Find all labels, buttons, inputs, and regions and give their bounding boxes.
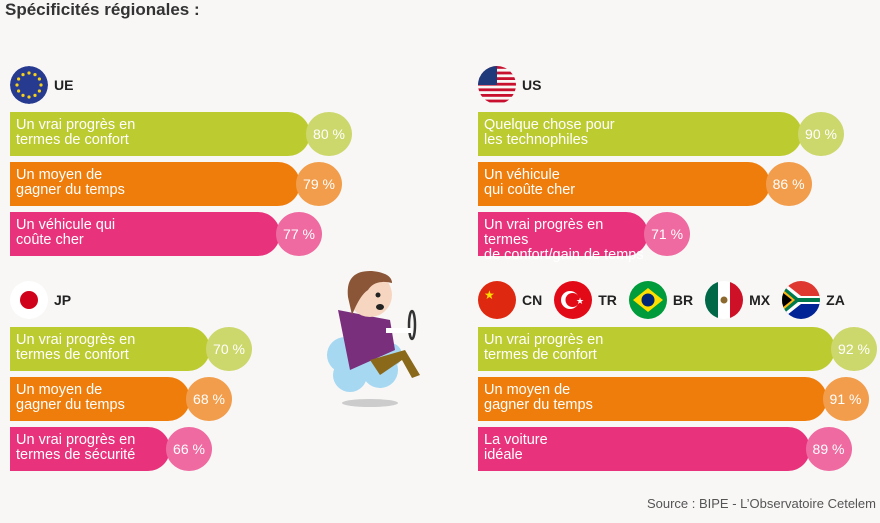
panel-us: US Quelque chose pour les technophiles 90 … [478, 64, 880, 263]
svg-text:★: ★ [484, 288, 495, 302]
value-label: 92 % [831, 327, 877, 371]
bar: Un véhicule qui coûte cher [10, 212, 280, 256]
region-code: ZA [826, 292, 845, 308]
bar: Un vrai progrès en termes de sécurité [10, 427, 170, 471]
bar: Un moyen de gagner du temps [10, 162, 300, 206]
driver-illustration [327, 270, 420, 407]
value-label: 66 % [166, 427, 212, 471]
bar-row: Un vrai progrès en termes de confort/gai… [478, 212, 880, 263]
bar: Quelque chose pour les technophiles [478, 112, 802, 156]
bar-row: Un vrai progrès en termes de confort 92 % [478, 327, 880, 371]
bar: Un véhicule qui coûte cher [478, 162, 770, 206]
flag-jp-icon [10, 281, 48, 319]
bar: Un moyen de gagner du temps [10, 377, 190, 421]
value-label: 71 % [644, 212, 691, 256]
region-code: US [522, 77, 542, 93]
flag-za-icon [782, 281, 821, 319]
svg-text:★: ★ [576, 296, 584, 306]
panel-ue: UE Un vrai progrès en termes de confort 80… [10, 64, 430, 256]
region-code: TR [598, 292, 617, 308]
bar-row: Un moyen de gagner du temps 79 % [10, 162, 430, 206]
value-label: 80 % [306, 112, 352, 156]
region-header: UE [10, 64, 430, 106]
bar: Un moyen de gagner du temps [478, 377, 827, 421]
bar-row: La voiture idéale 89 % [478, 427, 880, 471]
value-label: 91 % [822, 377, 869, 421]
region-code: UE [54, 77, 74, 93]
flag-tr-icon: ★ [554, 281, 593, 319]
region-code: MX [749, 292, 771, 308]
flag-ue-icon [10, 66, 48, 104]
flag-cn-icon: ★ [478, 281, 516, 319]
bar: Un vrai progrès en termes de confort [478, 327, 835, 371]
bar-row: Un vrai progrès en termes de confort 70 % [10, 327, 430, 371]
bar-row: Un vrai progrès en termes de sécurité 66 … [10, 427, 430, 471]
bar-row: Un véhicule qui coûte cher 77 % [10, 212, 430, 256]
value-label: 90 % [798, 112, 844, 156]
value-label: 68 % [186, 377, 232, 421]
region-header: JP [10, 279, 430, 321]
flag-us-icon [478, 66, 516, 104]
bar-row: Quelque chose pour les technophiles 90 % [478, 112, 880, 156]
value-label: 86 % [765, 162, 812, 206]
bar-row: Un vrai progrès en termes de confort 80 % [10, 112, 430, 156]
value-label: 77 % [276, 212, 322, 256]
region-header: US [478, 64, 880, 106]
page-title: Spécificités régionales : [5, 0, 200, 19]
bar: Un vrai progrès en termes de confort [10, 327, 210, 371]
bar: La voiture idéale [478, 427, 810, 471]
region-code: CN [522, 292, 543, 308]
bar-row: Un véhicule qui coûte cher 86 % [478, 162, 880, 206]
panel-emerging: ★ CN ★ TR BR MX ZA Un vrai progrès en termes de… [478, 279, 880, 471]
bar-row: Un moyen de gagner du temps 91 % [478, 377, 880, 421]
panel-jp: JP Un vrai progrès en termes de confort 70… [10, 279, 430, 471]
flag-mx-icon [705, 281, 744, 319]
bar-row: Un moyen de gagner du temps 68 % [10, 377, 430, 421]
bar: Un vrai progrès en termes de confort/gai… [478, 212, 649, 263]
region-code: JP [54, 292, 72, 308]
region-header: ★ CN ★ TR BR MX ZA [478, 279, 880, 321]
value-label: 79 % [296, 162, 342, 206]
bar: Un vrai progrès en termes de confort [10, 112, 310, 156]
source-note: Source : BIPE - L’Observatoire Cetelem [646, 496, 876, 511]
value-label: 89 % [805, 427, 852, 471]
value-label: 70 % [206, 327, 252, 371]
region-code: BR [672, 292, 694, 308]
flag-br-icon [628, 281, 667, 319]
